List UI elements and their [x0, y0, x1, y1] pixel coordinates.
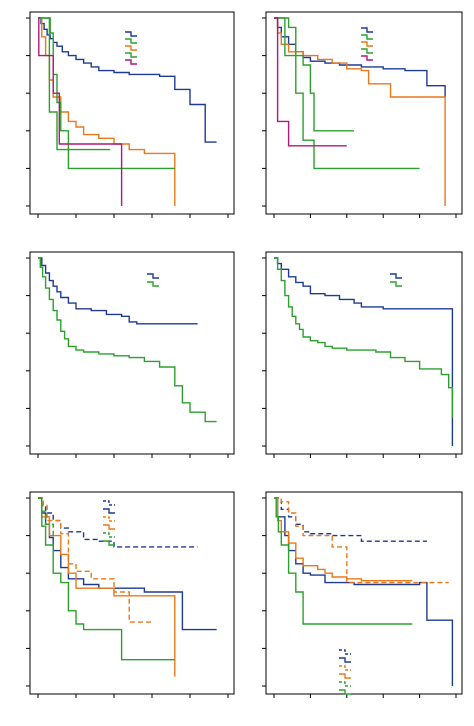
chart-panel-3 — [26, 251, 235, 458]
legend-key-blue — [103, 508, 115, 514]
series-orange-dashed-line — [38, 497, 152, 623]
legend-key-blue-dash — [103, 500, 115, 506]
legend-key-blue — [125, 31, 137, 37]
series-green-line — [38, 497, 175, 661]
series-green-line — [274, 257, 454, 418]
legend-key-orange-dash — [339, 665, 351, 671]
series-magenta-line — [38, 17, 123, 206]
series-blue-line — [38, 257, 198, 325]
legend-key-blue — [147, 273, 159, 279]
series-green-line — [274, 497, 413, 625]
legend-key-green — [125, 38, 137, 44]
legend-key-green-dash — [103, 532, 115, 538]
legend-key-green — [390, 281, 402, 287]
chart-panel-6 — [262, 491, 463, 698]
series-blue-dashed-line — [274, 497, 427, 542]
legend-key-orange — [103, 524, 115, 530]
legend-key-green — [103, 540, 115, 546]
series-green-line — [38, 17, 175, 170]
legend-key-green — [147, 281, 159, 287]
series-orange-line — [274, 497, 413, 582]
legend-key-blue — [339, 657, 351, 663]
legend — [147, 273, 159, 287]
legend — [103, 500, 115, 546]
series-blue-line — [274, 257, 454, 446]
series-green-line — [38, 17, 111, 151]
legend-key-blue — [361, 27, 373, 33]
chart-panel-5 — [26, 491, 235, 698]
legend-key-green — [361, 34, 373, 40]
legend-key-green-dash — [339, 681, 351, 687]
series-orange-line — [274, 17, 446, 206]
legend-key-blue-dash — [339, 649, 351, 655]
series-orange-dashed-line — [274, 497, 449, 584]
plot-frame — [265, 251, 463, 455]
series-blue-dashed-line — [38, 497, 198, 548]
series-green-line — [274, 17, 355, 132]
series-green-dashed-line — [38, 497, 54, 536]
plot-frame — [29, 491, 235, 695]
chart-panel-2 — [262, 11, 463, 218]
legend-key-orange — [125, 45, 137, 51]
legend-key-magenta — [361, 55, 373, 61]
series-magenta-line — [274, 17, 347, 147]
series-orange-line — [38, 497, 176, 677]
series-green-line — [274, 17, 420, 170]
legend-key-blue — [390, 273, 402, 279]
series-blue-line — [38, 497, 217, 631]
legend-key-green — [125, 52, 137, 58]
legend — [390, 273, 402, 287]
plot-frame — [29, 11, 235, 215]
legend-key-green — [361, 48, 373, 54]
plot-frame — [29, 251, 235, 455]
plot-frame — [265, 491, 463, 695]
legend-key-orange — [361, 41, 373, 47]
legend — [125, 31, 137, 65]
legend — [361, 27, 373, 61]
legend-key-orange-dash — [103, 516, 115, 522]
legend-key-green — [339, 689, 351, 695]
chart-panel-1 — [26, 11, 235, 218]
series-green-line — [38, 257, 217, 423]
chart-panel-4 — [262, 251, 463, 458]
series-blue-line — [274, 17, 446, 97]
series-blue-line — [38, 17, 217, 143]
legend — [339, 649, 351, 695]
plot-frame — [265, 11, 463, 215]
legend-key-orange — [339, 673, 351, 679]
legend-key-magenta — [125, 59, 137, 65]
